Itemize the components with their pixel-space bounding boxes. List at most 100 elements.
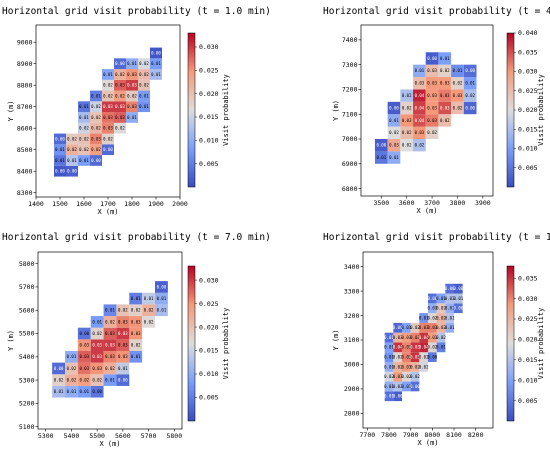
- cell-value-label: 0.01: [144, 296, 154, 301]
- cell-value-label: 0.03: [453, 93, 463, 98]
- heatmap-cell: [428, 293, 437, 304]
- x-tick-label: 3500: [373, 199, 389, 207]
- heatmap-cell: [425, 64, 439, 78]
- x-tick-label: 1900: [148, 200, 164, 208]
- heatmap-cell: [114, 122, 126, 134]
- y-tick-label: 6900: [342, 160, 358, 168]
- cell-value-label: 0.03: [105, 343, 115, 348]
- cell-value-label: 0.04: [415, 105, 425, 110]
- y-tick-label: 3100: [344, 336, 360, 344]
- heatmap-cell: [78, 144, 90, 156]
- heatmap-cell: [65, 374, 78, 386]
- cell-value-label: 0.01: [384, 335, 394, 340]
- x-tick-label: 2000: [172, 200, 188, 208]
- cell-value-label: 0.02: [67, 366, 77, 371]
- heatmap-cell: [90, 144, 102, 156]
- colorbar-tick-label: 0.020: [199, 90, 219, 98]
- heatmap-cell: [400, 89, 414, 102]
- cell-value-label: 0.03: [427, 81, 437, 86]
- cell-value-label: 0.02: [440, 118, 450, 123]
- cell-value-label: 0.02: [67, 377, 77, 382]
- x-tick-label: 5800: [166, 432, 182, 440]
- cell-value-label: 0.03: [393, 335, 403, 340]
- heatmap-cell: [413, 114, 426, 127]
- cell-value-label: 0.01: [440, 56, 450, 61]
- heatmap-cell: [129, 327, 143, 340]
- cell-value-label: 0.01: [55, 147, 65, 152]
- heatmap-cell: [438, 114, 452, 127]
- heatmap-cell: [129, 316, 143, 328]
- heatmap-cell: [126, 79, 138, 91]
- heatmap-cell: [103, 316, 117, 328]
- cell-value-label: 0.01: [419, 315, 429, 320]
- x-tick-label: 1700: [100, 200, 116, 208]
- heatmap-cell: [384, 352, 394, 362]
- heatmap-cell: [126, 69, 138, 80]
- y-tick-label: 5700: [19, 283, 35, 291]
- heatmap-cell: [90, 350, 104, 363]
- heatmap-cell: [102, 122, 114, 134]
- heatmap-cell: [384, 362, 394, 372]
- colorbar-tick-label: 0.025: [518, 315, 538, 323]
- cell-value-label: 0.00: [465, 68, 475, 73]
- heatmap-cell: [428, 342, 437, 353]
- heatmap-cell: [438, 89, 452, 102]
- cell-value-label: 0.02: [436, 335, 446, 340]
- y-tick-label: 7100: [342, 110, 358, 118]
- cell-value-label: 0.01: [67, 158, 77, 163]
- y-tick-label: 2800: [344, 410, 360, 418]
- heatmap-cell: [413, 89, 426, 102]
- y-tick-label: 8900: [17, 60, 33, 68]
- heatmap-cell: [428, 313, 437, 323]
- heatmap-cell: [410, 332, 420, 343]
- cell-value-label: 0.02: [115, 126, 125, 131]
- cell-value-label: 0.02: [91, 115, 101, 120]
- cell-value-label: 0.02: [91, 147, 101, 152]
- heatmap-cell: [129, 292, 143, 305]
- heatmap-cell: [419, 332, 428, 343]
- heatmap-cell: [451, 89, 464, 102]
- cell-value-label: 0.02: [139, 83, 149, 88]
- heatmap-cell: [402, 322, 411, 333]
- heatmap-cell: [90, 327, 104, 340]
- cell-value-label: 0.02: [419, 355, 429, 360]
- colorbar-label: Visit probability: [537, 74, 545, 146]
- heatmap-cell: [142, 292, 155, 305]
- heatmap-cell: [102, 90, 114, 102]
- heatmap-cell: [102, 101, 114, 113]
- cell-value-label: 0.01: [428, 306, 438, 311]
- heatmap-cell: [54, 165, 66, 177]
- cell-value-label: 0.03: [440, 93, 450, 98]
- cell-value-label: 0.03: [115, 115, 125, 120]
- heatmap-cell: [387, 151, 401, 164]
- colorbar-tick-label: 0.025: [199, 300, 219, 308]
- heatmap-cell: [463, 89, 477, 102]
- heatmap-cell: [90, 133, 102, 145]
- cell-value-label: 0.02: [440, 68, 450, 73]
- cell-value-label: 0.00: [376, 143, 386, 148]
- plot-frame: [37, 251, 183, 430]
- cell-value-label: 0.01: [465, 81, 475, 86]
- cell-value-label: 0.01: [151, 61, 161, 66]
- heatmap-cell: [78, 122, 90, 134]
- heatmap-cell: [129, 339, 143, 351]
- heatmap-cell: [438, 52, 452, 65]
- x-tick-label: 3600: [399, 199, 415, 207]
- heatmap-cell: [116, 327, 130, 340]
- heatmap-panel-3: Horizontal grid visit probability (t = 7…: [2, 232, 271, 448]
- cell-value-label: 0.01: [445, 325, 455, 330]
- heatmap-cell: [428, 332, 437, 343]
- y-tick-label: 5500: [19, 330, 35, 338]
- colorbar-tick-label: 0.030: [518, 295, 538, 303]
- heatmap-cell: [54, 155, 66, 166]
- x-tick-label: 8200: [468, 431, 484, 439]
- heatmap-cell: [384, 381, 394, 392]
- heatmap-cell: [445, 303, 454, 314]
- cell-value-label: 0.02: [91, 126, 101, 131]
- heatmap-cell: [425, 101, 439, 115]
- colorbar-tick-label: 0.020: [518, 336, 538, 344]
- cell-value-label: 0.00: [67, 169, 77, 174]
- heatmap-cell: [126, 112, 138, 123]
- heatmap-cell: [138, 79, 150, 91]
- cell-value-label: 0.02: [103, 83, 113, 88]
